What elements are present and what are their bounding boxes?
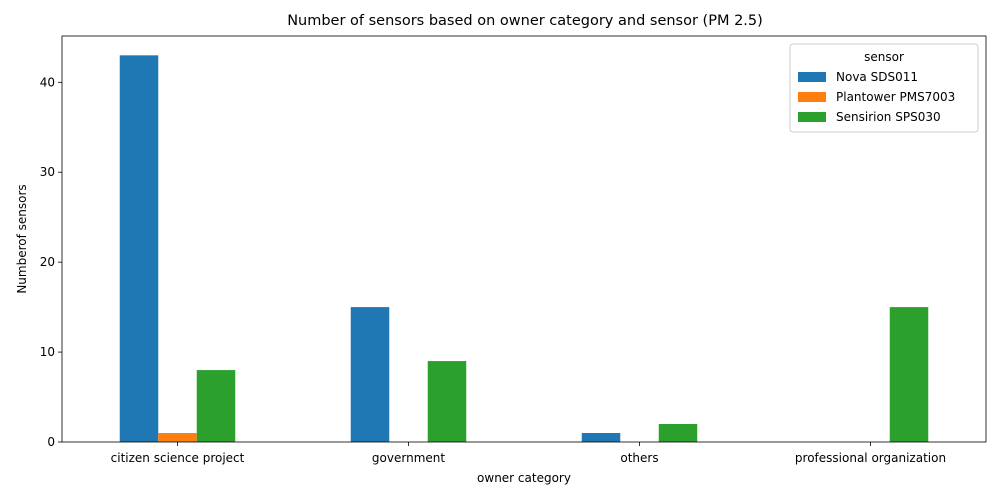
legend-box xyxy=(789,43,979,133)
legend: sensor Nova SDS011 Plantower PMS7003 Sensi… xyxy=(789,43,979,133)
plot-frame xyxy=(61,35,987,443)
bar-nova-sds011-0 xyxy=(119,55,159,442)
bar-nova-sds011-2 xyxy=(581,433,621,442)
bar-sensirion-sps030-3 xyxy=(889,307,929,442)
y-axis-label: Numberof sensors xyxy=(15,184,29,293)
bar-sensirion-sps030-0 xyxy=(196,370,236,442)
y-tick-label: 10 xyxy=(40,345,55,359)
x-tick-label: government xyxy=(372,451,445,465)
y-tick-label: 0 xyxy=(47,435,55,449)
legend-swatch xyxy=(798,92,826,102)
y-tick-label: 40 xyxy=(40,75,55,89)
plot-area: 0 10 20 30 40 citizen science project governme… xyxy=(40,55,946,465)
bar-plantower-pms7003-0 xyxy=(158,433,197,442)
y-tick-label: 30 xyxy=(40,165,55,179)
legend-entry-label: Nova SDS011 xyxy=(836,70,918,84)
x-axis-label: owner category xyxy=(477,471,571,485)
legend-entry-label: Plantower PMS7003 xyxy=(836,90,955,104)
legend-swatch xyxy=(798,72,826,82)
x-tick-label: professional organization xyxy=(795,451,946,465)
y-tick-label: 20 xyxy=(40,255,55,269)
bar-sensirion-sps030-2 xyxy=(658,424,698,442)
bar-nova-sds011-1 xyxy=(350,307,390,442)
x-tick-label: others xyxy=(620,451,658,465)
legend-entry-label: Sensirion SPS030 xyxy=(836,110,941,124)
legend-title: sensor xyxy=(864,50,904,64)
x-tick-label: citizen science project xyxy=(111,451,245,465)
chart-title: Number of sensors based on owner categor… xyxy=(287,13,763,29)
bar-sensirion-sps030-1 xyxy=(427,361,467,442)
legend-swatch xyxy=(798,112,826,122)
